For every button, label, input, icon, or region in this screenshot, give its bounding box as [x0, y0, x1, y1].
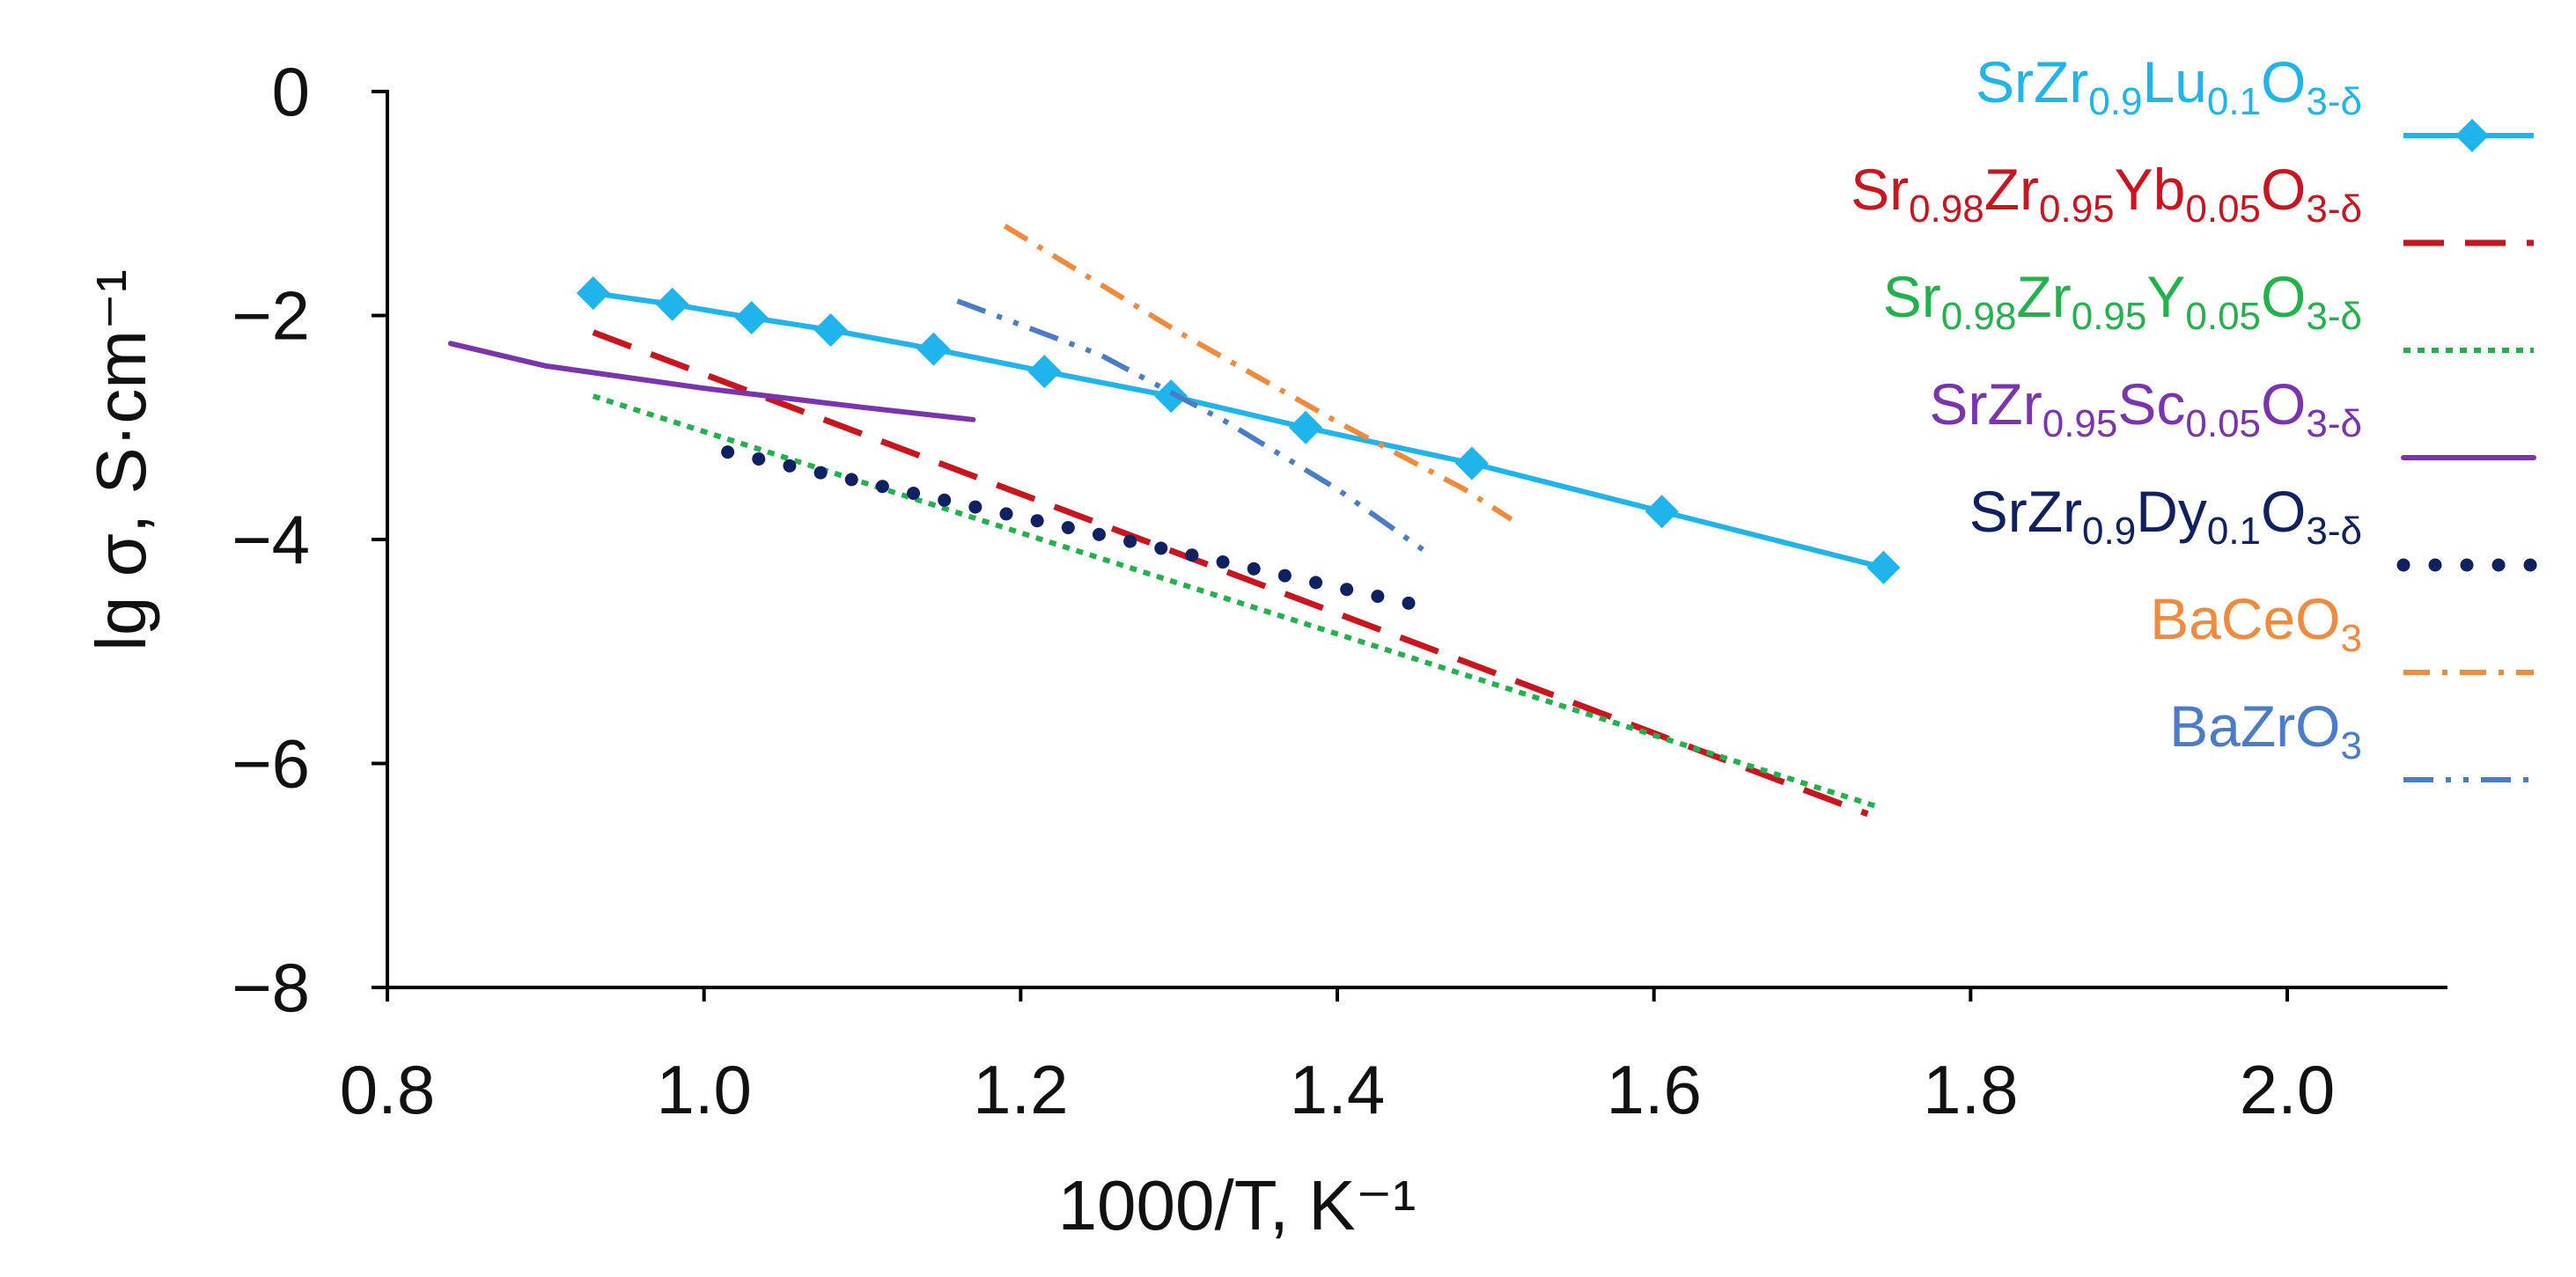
- legend-item: SrZr0.9Dy0.1O3-δ: [1969, 479, 2541, 572]
- data-point: [1454, 446, 1489, 481]
- legend-text-part: Sc: [2117, 371, 2185, 437]
- legend-label: BaCeO3: [2150, 586, 2362, 660]
- legend-text-part: BaCeO: [2150, 586, 2340, 651]
- series-line: [592, 329, 1869, 818]
- legend-subscript: 3-δ: [2306, 510, 2362, 553]
- series-3: [447, 341, 976, 422]
- y-tick-label: −8: [232, 949, 310, 1026]
- legend-text-part: Yb: [2115, 157, 2186, 222]
- x-tick-label: 1.2: [973, 1051, 1068, 1128]
- series-0: [576, 276, 1901, 584]
- y-tick-label: −4: [232, 501, 310, 578]
- legend-subscript: 0.95: [2042, 402, 2118, 445]
- legend-subscript: 0.9: [2088, 80, 2142, 123]
- legend-text-part: Zr: [2016, 264, 2071, 329]
- series-5: [1003, 224, 1513, 522]
- legend-subscript: 3-δ: [2306, 295, 2362, 338]
- series-1: [592, 329, 1869, 818]
- legend-label: Sr0.98Zr0.95Yb0.05O3-δ: [1851, 157, 2362, 231]
- legend-label: Sr0.98Zr0.95Y0.05O3-δ: [1883, 264, 2362, 338]
- legend-text-part: Sr: [1851, 157, 1909, 222]
- legend-item: SrZr0.95Sc0.05O3-δ: [1929, 371, 2536, 460]
- legend-subscript: 3-δ: [2306, 80, 2362, 123]
- legend-subscript: 0.95: [2072, 295, 2147, 338]
- legend-label: SrZr0.9Lu0.1O3-δ: [1976, 49, 2362, 123]
- legend-subscript: 0.9: [2082, 510, 2136, 553]
- plot-series: [447, 224, 1901, 818]
- x-tick-label: 1.6: [1606, 1051, 1701, 1128]
- legend-subscript: 0.98: [1909, 187, 1984, 231]
- legend-item: Sr0.98Zr0.95Y0.05O3-δ: [1883, 264, 2534, 353]
- legend-text-part: BaZrO: [2169, 694, 2340, 759]
- legend-label: SrZr0.9Dy0.1O3-δ: [1969, 479, 2362, 553]
- data-point: [1645, 495, 1679, 529]
- series-4: [721, 445, 1432, 613]
- legend-subscript: 0.95: [2039, 187, 2115, 231]
- legend-text-part: Dy: [2136, 479, 2207, 544]
- legend-text-part: SrZr: [1929, 371, 2042, 437]
- legend-text-part: Sr: [1883, 264, 1941, 329]
- legend: SrZr0.9Lu0.1O3-δSr0.98Zr0.95Yb0.05O3-δSr…: [1851, 49, 2541, 782]
- legend-subscript: 0.1: [2207, 80, 2261, 123]
- series-line: [721, 445, 1432, 613]
- legend-text-part: O: [2261, 157, 2306, 222]
- legend-marker: [2455, 119, 2489, 152]
- legend-subscript: 3: [2341, 724, 2362, 767]
- y-tick-label: −6: [232, 725, 310, 803]
- legend-subscript: 3: [2341, 617, 2362, 660]
- x-tick-label: 2.0: [2240, 1051, 2335, 1128]
- x-tick-label: 1.4: [1290, 1051, 1385, 1128]
- legend-text-part: Zr: [1984, 157, 2039, 222]
- legend-subscript: 0.05: [2185, 187, 2261, 231]
- legend-text-part: SrZr: [1969, 479, 2082, 544]
- y-axis-title: lg σ, S·cm⁻¹: [82, 269, 160, 651]
- legend-subscript: 0.98: [1941, 295, 2017, 338]
- legend-text-part: O: [2261, 264, 2306, 329]
- legend-subscript: 0.05: [2185, 402, 2261, 445]
- legend-item: SrZr0.9Lu0.1O3-δ: [1976, 49, 2534, 152]
- legend-subscript: 3-δ: [2306, 187, 2362, 231]
- series-line: [956, 298, 1434, 559]
- axes: 0.8 1.0 1.2 1.4 1.6 1.8 2.0 0 −2 −4 −6 −8: [232, 53, 2447, 1128]
- y-tick-label: −2: [232, 277, 310, 355]
- legend-label: BaZrO3: [2169, 694, 2362, 767]
- data-point: [655, 287, 689, 321]
- legend-item: BaCeO3: [2150, 586, 2534, 675]
- legend-text-part: Y: [2146, 264, 2185, 329]
- legend-text-part: O: [2261, 49, 2306, 114]
- legend-subscript: 0.05: [2185, 295, 2261, 338]
- data-point: [916, 332, 951, 366]
- series-6: [956, 298, 1434, 559]
- legend-text-part: O: [2261, 371, 2306, 437]
- legend-label: SrZr0.95Sc0.05O3-δ: [1929, 371, 2362, 445]
- legend-item: BaZrO3: [2169, 694, 2534, 782]
- series-2: [592, 393, 1877, 809]
- data-point: [1154, 379, 1189, 414]
- legend-item: Sr0.98Zr0.95Yb0.05O3-δ: [1851, 157, 2534, 246]
- x-tick-label: 1.8: [1923, 1051, 2018, 1128]
- data-point: [1027, 355, 1062, 389]
- series-line: [1003, 224, 1513, 522]
- legend-text-part: Lu: [2142, 49, 2206, 114]
- data-point: [1866, 550, 1901, 584]
- x-tick-label: 1.0: [656, 1051, 751, 1128]
- y-tick-label: 0: [272, 53, 310, 130]
- legend-subscript: 0.1: [2207, 510, 2261, 553]
- legend-subscript: 3-δ: [2306, 402, 2362, 445]
- data-point: [813, 313, 848, 348]
- data-point: [1289, 410, 1323, 444]
- legend-text-part: O: [2261, 479, 2306, 544]
- data-point: [734, 301, 769, 335]
- data-point: [576, 276, 610, 311]
- series-line: [592, 393, 1877, 809]
- legend-text-part: SrZr: [1976, 49, 2088, 114]
- x-axis-title: 1000/T, K⁻¹: [1058, 1166, 1417, 1244]
- series-line: [447, 341, 976, 422]
- x-tick-label: 0.8: [340, 1051, 435, 1128]
